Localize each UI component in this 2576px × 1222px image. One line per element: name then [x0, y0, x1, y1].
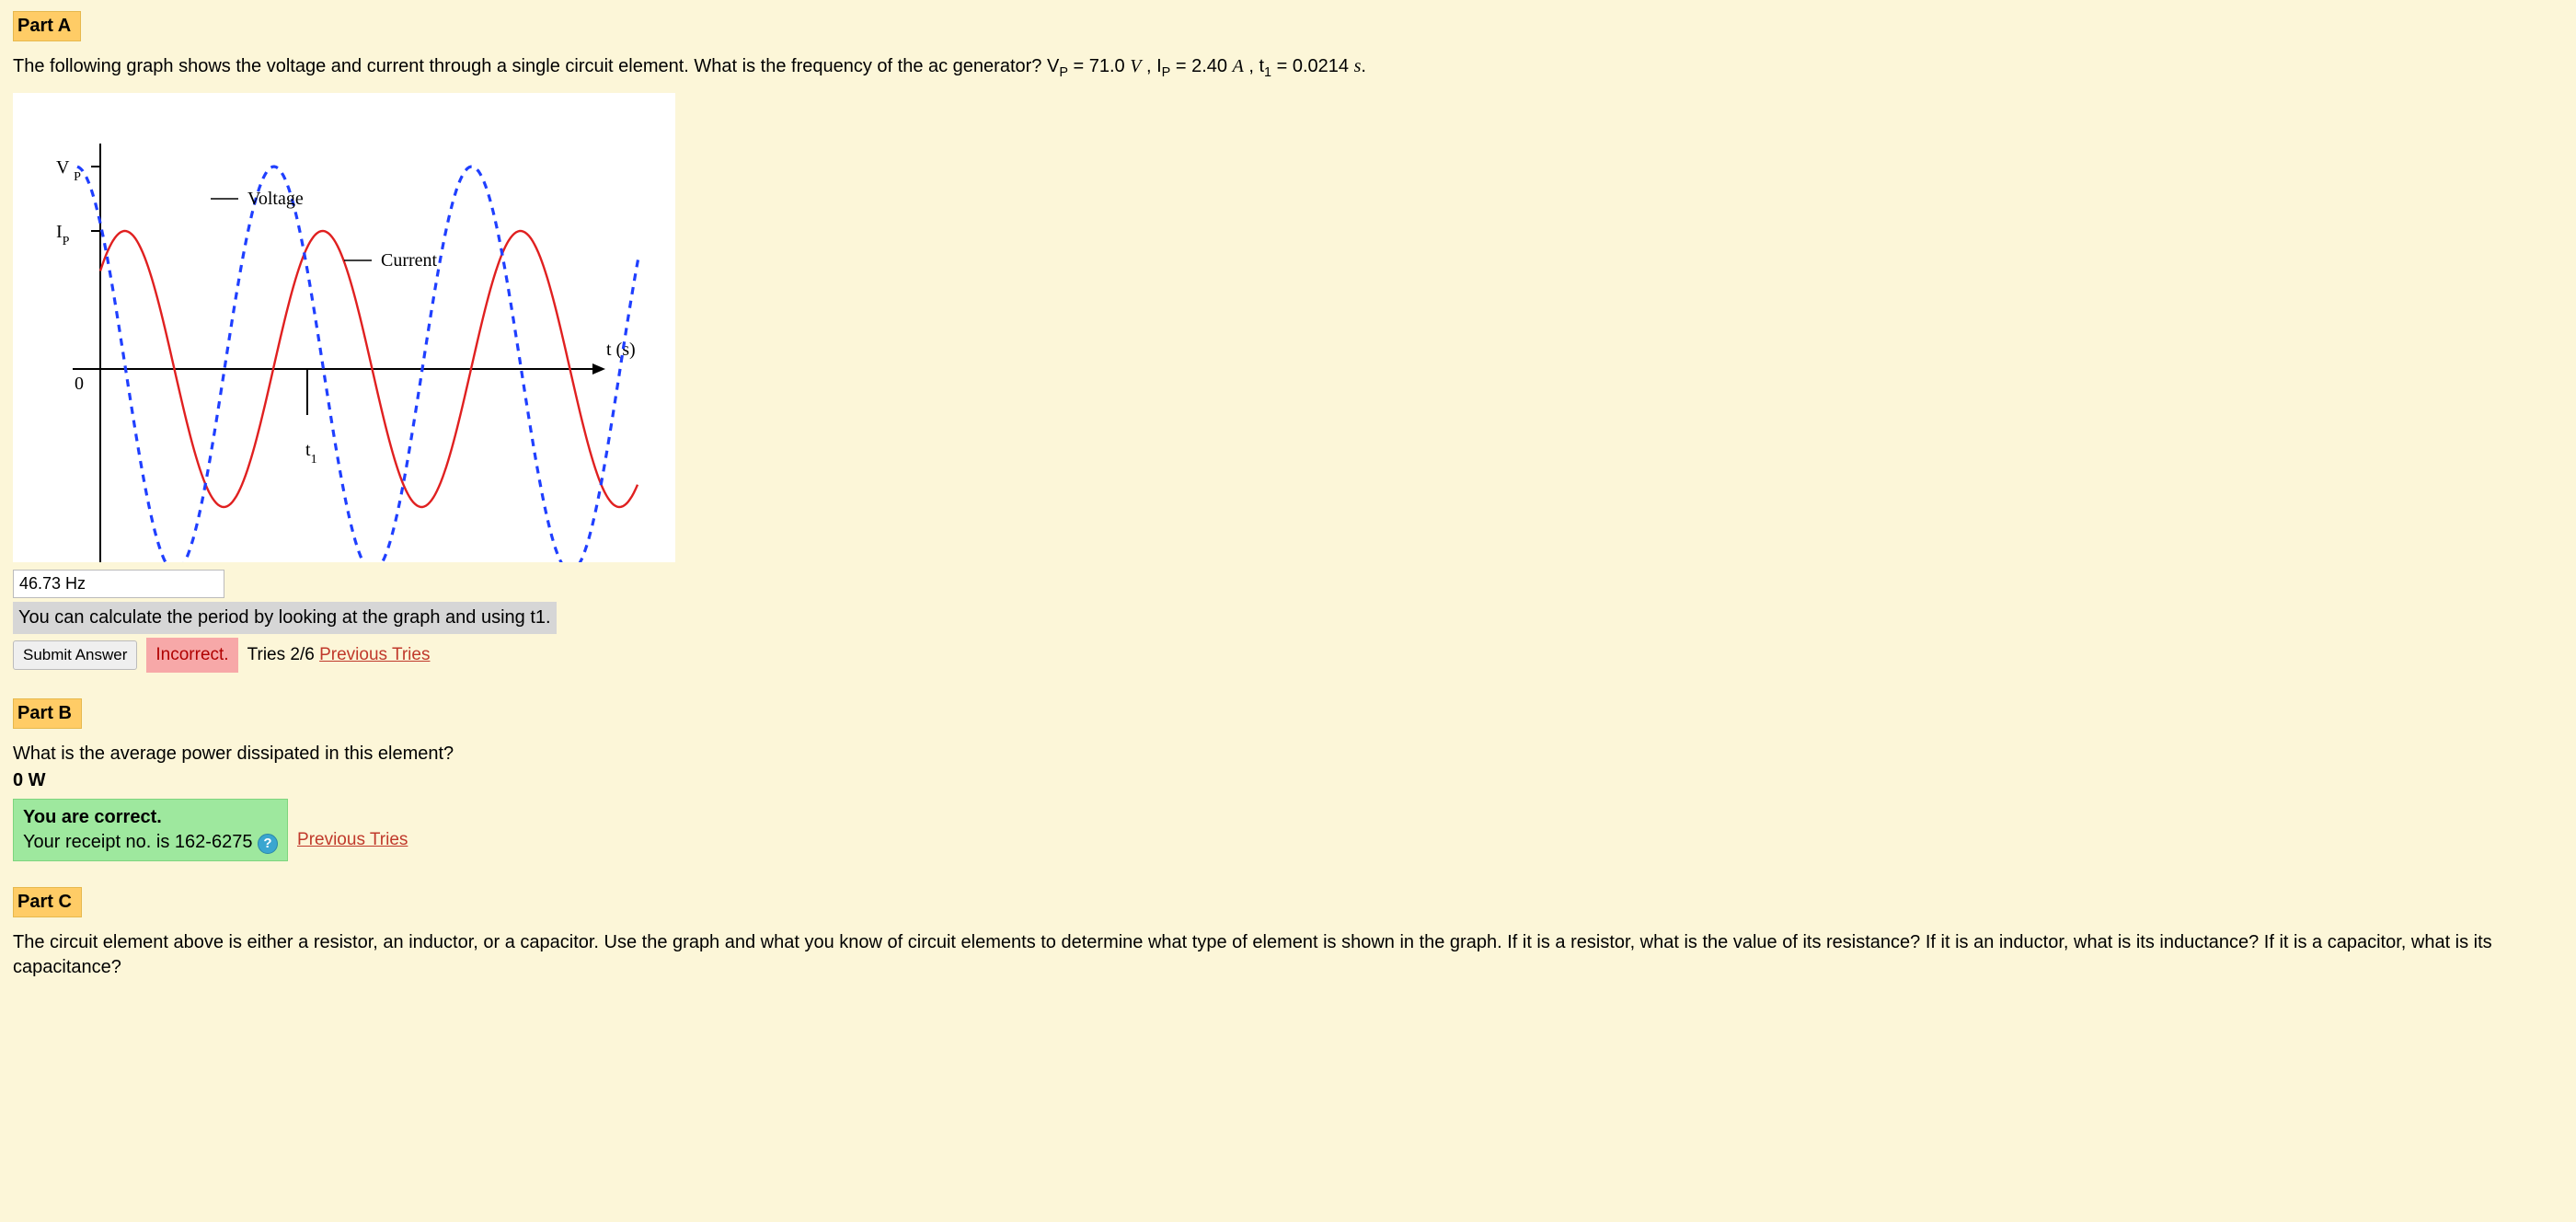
- svg-text:0: 0: [75, 374, 84, 394]
- answer-input-part-a[interactable]: [13, 570, 224, 598]
- help-icon[interactable]: ?: [258, 834, 278, 854]
- svg-text:IP: IP: [56, 222, 70, 248]
- receipt-line: Your receipt no. is 162-6275 ?: [23, 830, 278, 855]
- part-a-prompt: The following graph shows the voltage an…: [13, 54, 2563, 82]
- svg-text:V P: V P: [56, 157, 81, 184]
- svg-text:Current: Current: [381, 250, 438, 271]
- part-b-answer: 0 W: [13, 768, 2563, 793]
- tries-count: Tries 2/6 Previous Tries: [247, 643, 431, 667]
- previous-tries-link[interactable]: Previous Tries: [319, 645, 430, 664]
- part-a-header: Part A: [13, 11, 81, 41]
- voltage-current-graph: V PIP0t (s)t1VoltageCurrent: [13, 93, 675, 562]
- correct-feedback-box: You are correct. Your receipt no. is 162…: [13, 799, 288, 861]
- given-ip: , IP = 2.40 A: [1146, 56, 1244, 76]
- part-b-header: Part B: [13, 698, 82, 729]
- incorrect-badge: Incorrect.: [146, 638, 237, 673]
- part-b-prompt: What is the average power dissipated in …: [13, 742, 2563, 767]
- svg-text:Voltage: Voltage: [247, 189, 304, 209]
- submit-answer-button[interactable]: Submit Answer: [13, 640, 137, 670]
- given-vp: VP = 71.0 V: [1047, 56, 1141, 76]
- prompt-text: The following graph shows the voltage an…: [13, 56, 1047, 76]
- hint-text: You can calculate the period by looking …: [13, 602, 557, 634]
- part-c-header: Part C: [13, 887, 82, 917]
- correct-label: You are correct.: [23, 805, 278, 830]
- part-c-prompt: The circuit element above is either a re…: [13, 930, 2563, 980]
- given-t1: , t1 = 0.0214 s.: [1248, 56, 1366, 76]
- svg-text:t1: t1: [305, 440, 317, 467]
- part-a-controls: Submit Answer Incorrect. Tries 2/6 Previ…: [13, 638, 2563, 673]
- previous-tries-link-b[interactable]: Previous Tries: [297, 828, 408, 852]
